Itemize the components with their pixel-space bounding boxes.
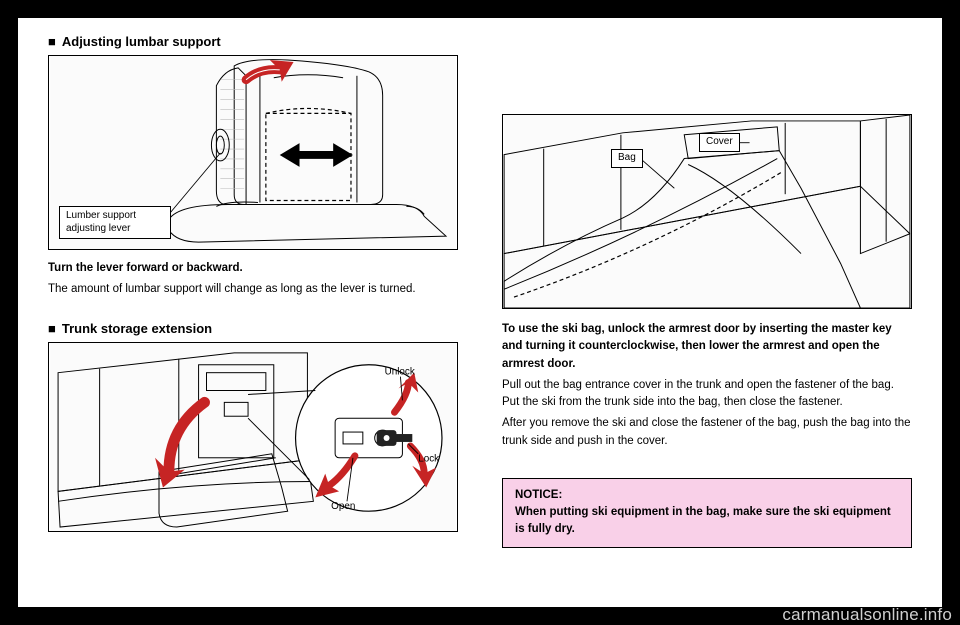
label-cover: Cover <box>699 133 740 152</box>
body-lumbar: The amount of lumbar support will change… <box>48 281 458 298</box>
label-unlock: Unlock <box>385 366 415 377</box>
heading-trunk: ■ Trunk storage extension <box>48 321 458 336</box>
notice-heading: NOTICE: <box>515 487 899 504</box>
figure-lumbar-seat: Lumber support adjusting lever <box>48 55 458 250</box>
label-lumbar-lever-text: Lumber support adjusting lever <box>66 210 136 234</box>
right-column: Bag Cover To use the ski bag, unlock the… <box>480 18 942 607</box>
heading-text: Adjusting lumbar support <box>62 34 221 49</box>
figure-ski-bag: Bag Cover <box>502 114 912 309</box>
left-column: ■ Adjusting lumbar support <box>18 18 480 607</box>
heading-marker: ■ <box>48 34 56 49</box>
label-lock: Lock <box>418 453 439 464</box>
label-bag-text: Bag <box>618 152 636 163</box>
figure-trunk-extension: Unlock Lock Open <box>48 342 458 532</box>
caption-lumbar: Turn the lever forward or backward. <box>48 260 458 277</box>
figure-trunk-svg: Unlock Lock Open <box>49 343 457 531</box>
body-skibag-2: After you remove the ski and close the f… <box>502 415 912 450</box>
notice-body: When putting ski equipment in the bag, m… <box>515 504 899 539</box>
watermark: carmanualsonline.info <box>782 605 952 625</box>
heading-text-2: Trunk storage extension <box>62 321 212 336</box>
label-open: Open <box>331 501 355 512</box>
caption-skibag: To use the ski bag, unlock the armrest d… <box>502 321 912 373</box>
heading-lumbar: ■ Adjusting lumbar support <box>48 34 458 49</box>
label-bag: Bag <box>611 149 643 168</box>
label-lumbar-lever: Lumber support adjusting lever <box>59 206 171 239</box>
label-cover-text: Cover <box>706 136 733 147</box>
page: ■ Adjusting lumbar support <box>18 18 942 607</box>
notice-box: NOTICE: When putting ski equipment in th… <box>502 478 912 548</box>
heading-marker-2: ■ <box>48 321 56 336</box>
body-skibag-1: Pull out the bag entrance cover in the t… <box>502 377 912 412</box>
